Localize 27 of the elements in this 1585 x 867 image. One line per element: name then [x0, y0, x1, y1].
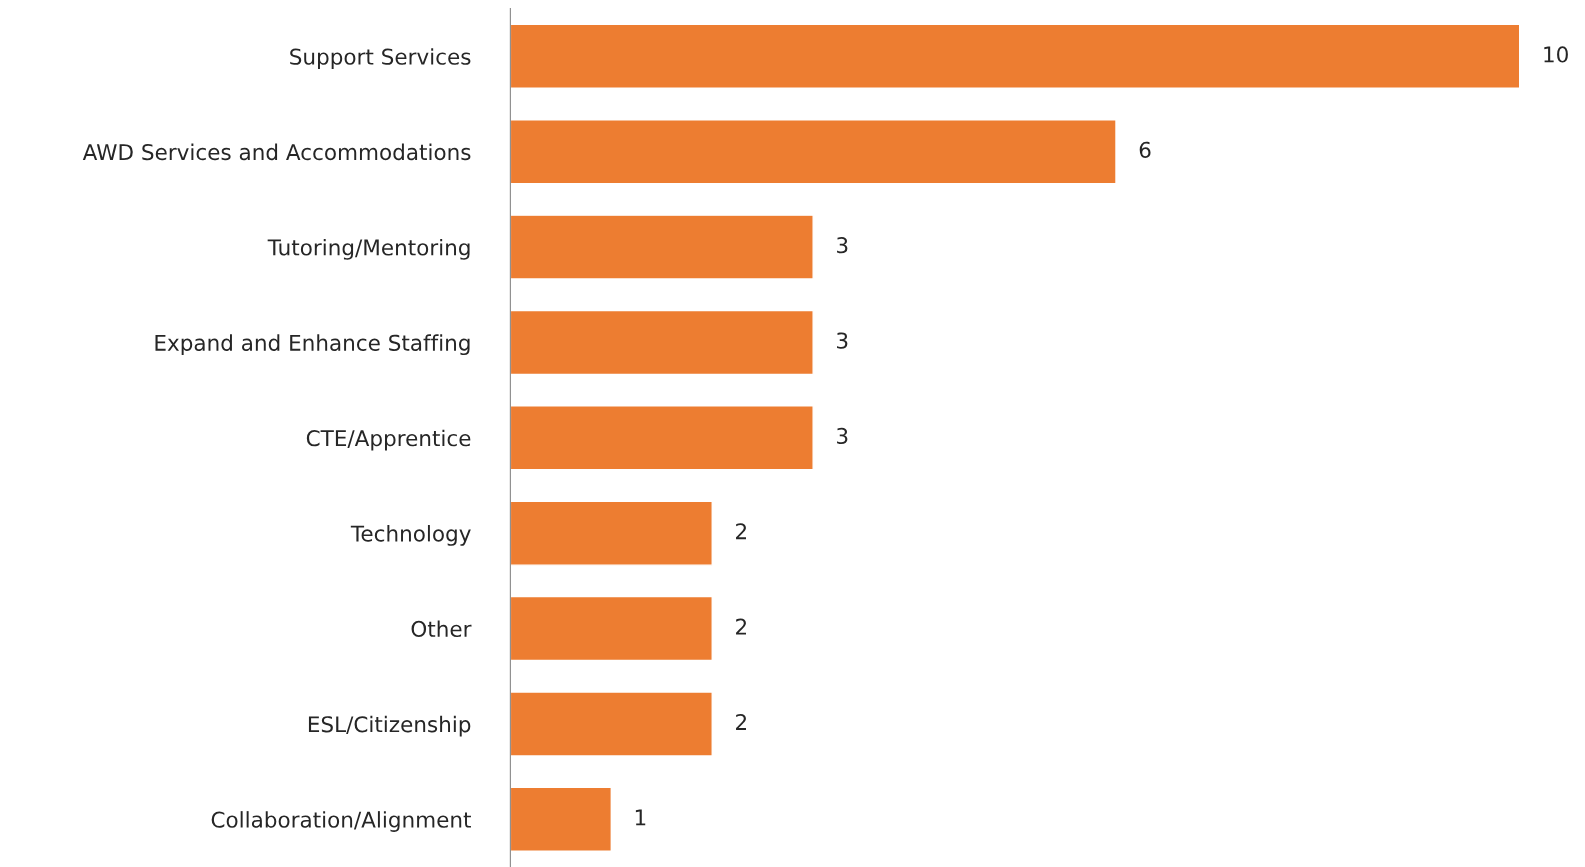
bar	[510, 786, 613, 852]
bar	[510, 500, 713, 566]
data-label: 1	[635, 809, 646, 826]
y-tick-label: Other	[411, 620, 472, 638]
data-label: 2	[736, 713, 746, 730]
data-label: 2	[736, 523, 746, 540]
data-label: 3	[837, 237, 848, 254]
data-label: 3	[837, 332, 848, 349]
bar	[510, 691, 713, 757]
bar	[510, 119, 1117, 185]
data-label: 2	[736, 618, 746, 635]
y-tick-label: CTE/Apprentice	[306, 429, 471, 451]
y-tick-label: Technology	[350, 525, 471, 546]
y-tick-label: AWD Services and Accommodations	[82, 143, 471, 161]
bar	[510, 405, 814, 471]
y-tick-label: Collaboration/Alignment	[211, 811, 471, 832]
y-tick-label: Support Services	[290, 48, 471, 70]
bar	[510, 309, 814, 376]
bar	[510, 23, 1521, 89]
y-tick-label: Expand and Enhance Staffing	[155, 334, 470, 356]
data-label: 3	[837, 427, 848, 445]
data-label: 10	[1544, 46, 1568, 63]
data-label: 6	[1139, 141, 1151, 158]
y-tick-label: ESL/Citizenship	[308, 715, 471, 737]
y-tick-label: Tutoring/Mentoring	[267, 238, 470, 260]
bar	[510, 595, 713, 662]
bar	[510, 214, 814, 280]
